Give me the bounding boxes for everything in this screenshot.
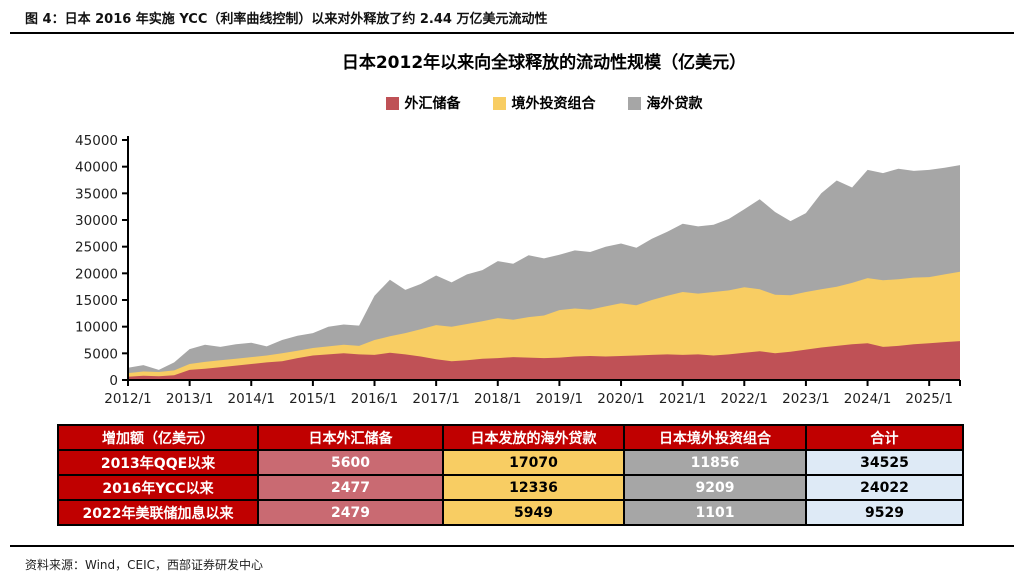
cell-portfolio: 11856: [623, 449, 807, 476]
y-tick-label: 40000: [75, 160, 118, 176]
x-tick-label: 2022/1: [721, 391, 769, 407]
x-tick-label: 2019/1: [536, 391, 584, 407]
x-tick-label: 2012/1: [104, 391, 152, 407]
cell-loans: 17070: [442, 449, 625, 476]
legend-item-overseas-loans: 海外贷款: [627, 93, 703, 113]
area-series-0: [128, 341, 960, 380]
y-tick-label: 15000: [75, 293, 118, 309]
cell-portfolio: 9209: [623, 474, 807, 501]
legend-item-fx-reserves: 外汇储备: [385, 93, 461, 113]
x-tick-label: 2016/1: [351, 391, 399, 407]
cell-fx: 2479: [257, 499, 444, 526]
legend-swatch-overseas-loans: [627, 96, 641, 110]
row-label: 2022年美联储加息以来: [57, 499, 259, 526]
x-tick-label: 2024/1: [844, 391, 892, 407]
cell-total: 9529: [805, 499, 964, 526]
cell-fx: 5600: [257, 449, 444, 476]
cell-total: 24022: [805, 474, 964, 501]
x-tick-label: 2023/1: [782, 391, 830, 407]
x-tick-label: 2014/1: [228, 391, 276, 407]
x-tick-label: 2020/1: [597, 391, 645, 407]
table-row: 2013年QQE以来 5600 17070 11856 34525: [57, 449, 964, 476]
x-tick-label: 2021/1: [659, 391, 707, 407]
table-header-row: 增加额（亿美元） 日本外汇储备 日本发放的海外贷款 日本境外投资组合 合计: [57, 424, 964, 451]
y-tick-label: 30000: [75, 213, 118, 229]
chart-title: 日本2012年以来向全球释放的流动性规模（亿美元）: [341, 53, 747, 73]
header-portfolio: 日本境外投资组合: [623, 424, 807, 451]
legend-label-fx-reserves: 外汇储备: [404, 96, 461, 112]
cell-total: 34525: [805, 449, 964, 476]
chart-legend: 外汇储备 境外投资组合 海外贷款: [128, 93, 960, 113]
summary-table: 增加额（亿美元） 日本外汇储备 日本发放的海外贷款 日本境外投资组合 合计 20…: [57, 424, 964, 526]
figure-title: 图 4：日本 2016 年实施 YCC（利率曲线控制）以来对外释放了约 2.44…: [25, 12, 548, 27]
top-rule: [10, 32, 1014, 34]
x-tick-label: 2013/1: [166, 391, 214, 407]
stacked-area-chart: 0 5000 10000 15000 20000 25000 30000 35000 40000…: [75, 133, 961, 407]
header-fx: 日本外汇储备: [257, 424, 444, 451]
cell-loans: 5949: [442, 499, 625, 526]
cell-portfolio: 1101: [623, 499, 807, 526]
row-label: 2013年QQE以来: [57, 449, 259, 476]
legend-swatch-portfolio: [492, 96, 506, 110]
legend-label-portfolio: 境外投资组合: [511, 96, 596, 112]
row-label: 2016年YCC以来: [57, 474, 259, 501]
cell-fx: 2477: [257, 474, 444, 501]
bottom-rule: [10, 545, 1014, 547]
y-tick-label: 0: [109, 373, 118, 389]
x-tick-label: 2015/1: [289, 391, 337, 407]
header-increase: 增加额（亿美元）: [57, 424, 259, 451]
x-tick-label: 2017/1: [412, 391, 460, 407]
y-tick-label: 10000: [75, 320, 118, 336]
x-tick-label: 2018/1: [474, 391, 522, 407]
y-tick-label: 20000: [75, 266, 118, 282]
y-tick-label: 25000: [75, 240, 118, 256]
cell-loans: 12336: [442, 474, 625, 501]
legend-label-overseas-loans: 海外贷款: [646, 96, 703, 112]
table-row: 2022年美联储加息以来 2479 5949 1101 9529: [57, 499, 964, 526]
y-tick-label: 35000: [75, 186, 118, 202]
legend-swatch-fx-reserves: [385, 96, 399, 110]
x-tick-label: 2025/1: [905, 391, 953, 407]
header-total: 合计: [805, 424, 964, 451]
header-loans: 日本发放的海外贷款: [442, 424, 625, 451]
table-row: 2016年YCC以来 2477 12336 9209 24022: [57, 474, 964, 501]
legend-item-portfolio: 境外投资组合: [492, 93, 596, 113]
y-tick-label: 45000: [75, 133, 118, 149]
source-note: 资料来源：Wind，CEIC，西部证券研发中心: [25, 558, 264, 572]
y-tick-label: 5000: [84, 346, 118, 362]
